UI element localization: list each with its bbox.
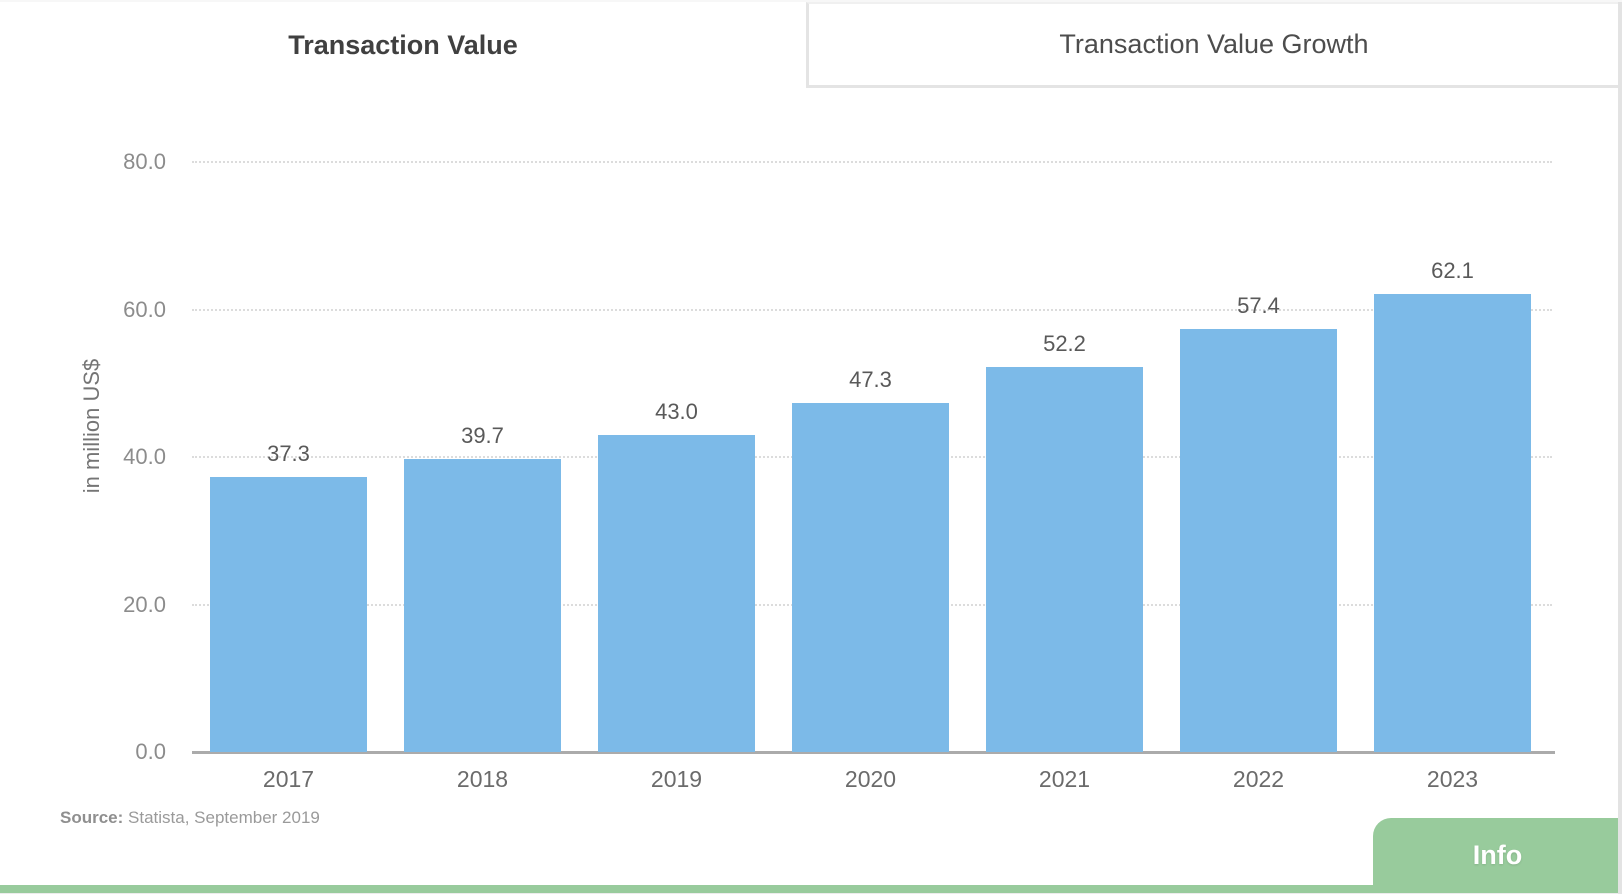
bar-2017[interactable] [210, 477, 367, 752]
source-text: Statista, September 2019 [128, 808, 320, 827]
y-tick-label: 60.0 [123, 296, 166, 322]
y-tick-label: 20.0 [123, 591, 166, 617]
bar-2020[interactable] [792, 403, 949, 752]
bar-2022[interactable] [1180, 329, 1337, 752]
tab-transaction-value-growth-label: Transaction Value Growth [1059, 29, 1369, 59]
bar-value-label: 52.2 [1043, 331, 1086, 356]
tab-transaction-value-label: Transaction Value [288, 29, 518, 60]
bar-2021[interactable] [986, 367, 1143, 752]
bar-value-label: 43.0 [655, 399, 698, 424]
x-tick-label: 2023 [1426, 766, 1479, 792]
scrollbar-track[interactable] [1618, 2, 1622, 894]
bottom-accent-bar [0, 885, 1622, 893]
y-axis-title: in million US$ [79, 358, 104, 494]
x-tick-label: 2019 [650, 766, 703, 792]
x-axis-line [192, 751, 1555, 754]
tab-transaction-value[interactable]: Transaction Value [0, 2, 806, 88]
y-tick-label: 40.0 [123, 444, 166, 469]
info-button-label: Info [1472, 840, 1523, 870]
bar-2019[interactable] [598, 435, 755, 752]
bar-value-label: 39.7 [461, 423, 504, 448]
bar-value-label: 47.3 [849, 367, 892, 392]
gridline-60.0 [192, 308, 1552, 311]
bar-value-label: 37.3 [267, 441, 310, 466]
bar-2018[interactable] [404, 459, 561, 752]
y-tick-label: 80.0 [123, 149, 166, 174]
bar-value-label: 57.4 [1237, 293, 1280, 318]
x-tick-label: 2021 [1038, 766, 1091, 792]
x-tick-label: 2020 [844, 766, 897, 792]
x-tick-label: 2022 [1232, 766, 1285, 792]
bar-2023[interactable] [1374, 294, 1531, 752]
source-label: Source: [60, 808, 124, 827]
info-button[interactable]: Info [1373, 818, 1622, 893]
bar-value-label: 62.1 [1431, 258, 1474, 283]
y-tick-label: 0.0 [135, 739, 166, 764]
gridline-80.0 [192, 161, 1552, 163]
x-tick-label: 2017 [262, 766, 315, 792]
tab-transaction-value-growth[interactable]: Transaction Value Growth [806, 2, 1619, 88]
source-note: Source: Statista, September 2019 [60, 808, 320, 828]
bar-chart: 0.0 20.0 40.0 60.0 80.0 in million US$ 37.3 201… [0, 88, 1622, 802]
x-tick-label: 2018 [456, 766, 509, 792]
